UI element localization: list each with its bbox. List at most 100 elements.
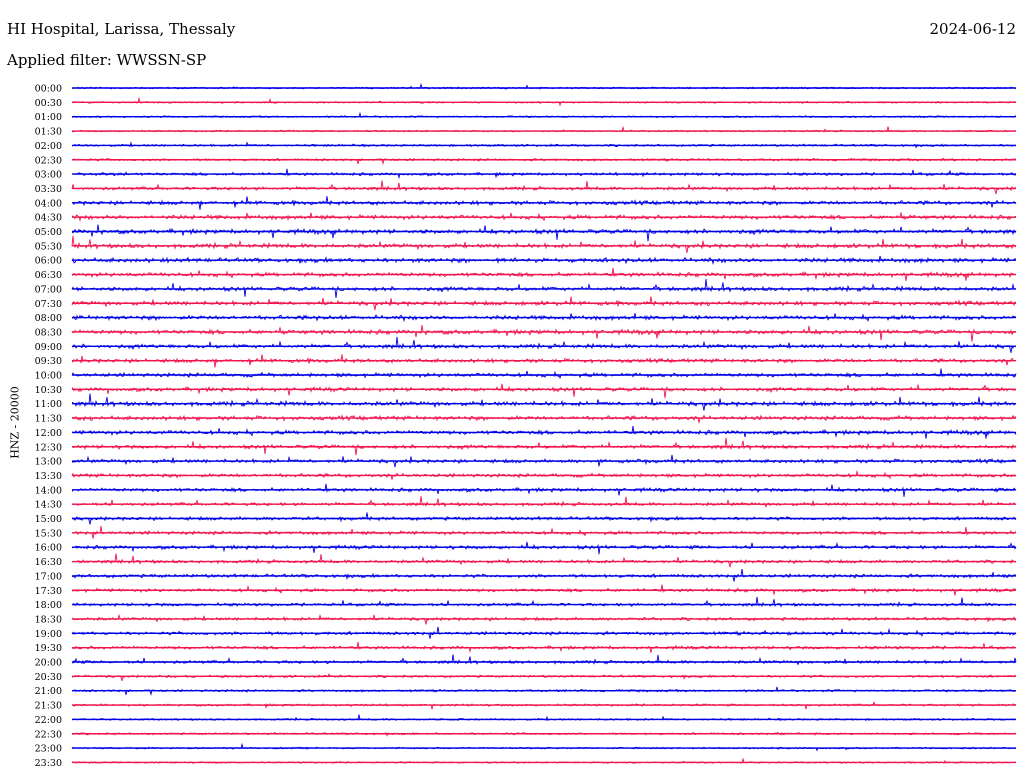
- seismic-trace: [71, 584, 1017, 596]
- time-tick-label: 15:30: [35, 528, 62, 539]
- record-date: 2024-06-12: [929, 20, 1016, 38]
- time-tick-label: 19:30: [35, 643, 62, 654]
- seismic-trace: [71, 654, 1017, 666]
- seismic-trace: [71, 168, 1017, 180]
- seismic-trace: [71, 157, 1016, 166]
- time-tick-label: 11:00: [35, 399, 62, 410]
- seismic-trace: [71, 336, 1017, 353]
- seismic-trace: [71, 757, 1017, 764]
- seismic-trace: [71, 354, 1016, 368]
- seismic-trace: [71, 393, 1017, 411]
- seismic-trace: [71, 125, 1017, 133]
- time-tick-label: 00:30: [35, 98, 62, 109]
- time-tick-label: 17:00: [35, 571, 62, 582]
- seismic-trace: [71, 141, 1017, 149]
- seismic-trace: [71, 553, 1017, 568]
- time-tick-label: 05:00: [35, 227, 62, 238]
- time-tick-label: 11:30: [35, 414, 62, 425]
- time-tick-label: 14:30: [35, 500, 62, 511]
- seismic-trace: [71, 279, 1017, 299]
- seismic-trace: [71, 235, 1017, 253]
- time-tick-label: 08:00: [35, 313, 62, 324]
- time-tick-label: 19:00: [35, 629, 62, 640]
- seismic-trace: [71, 569, 1017, 582]
- time-tick-label: 17:30: [35, 586, 62, 597]
- seismic-trace: [71, 255, 1017, 265]
- time-tick-label: 09:00: [35, 342, 62, 353]
- time-tick-label: 07:30: [35, 299, 62, 310]
- time-tick-label: 09:30: [35, 356, 62, 367]
- seismic-trace: [71, 224, 1017, 242]
- time-tick-label: 23:30: [35, 758, 62, 769]
- seismic-trace: [71, 454, 1017, 468]
- time-tick-label: 22:00: [35, 715, 62, 726]
- seismic-trace: [71, 267, 1017, 281]
- time-tick-label: 05:30: [35, 241, 62, 252]
- time-tick-label: 12:00: [35, 428, 62, 439]
- seismic-trace: [71, 469, 1017, 480]
- time-tick-label: 04:30: [35, 213, 62, 224]
- seismic-trace: [71, 368, 1017, 380]
- time-tick-label: 21:30: [35, 701, 62, 712]
- filter-label: Applied filter: WWSSN-SP: [7, 51, 207, 69]
- seismic-trace: [71, 742, 1017, 752]
- seismic-trace: [71, 701, 1017, 710]
- seismic-trace: [71, 196, 1017, 210]
- time-tick-label: 13:00: [35, 457, 62, 468]
- time-tick-label: 16:30: [35, 557, 62, 568]
- time-tick-label: 04:00: [35, 198, 62, 209]
- seismic-trace: [71, 613, 1017, 625]
- time-tick-label: 22:30: [35, 729, 62, 740]
- time-tick-label: 02:30: [35, 155, 62, 166]
- seismic-trace: [71, 496, 1017, 508]
- station-title: HI Hospital, Larissa, Thessaly: [7, 20, 236, 38]
- time-tick-label: 18:00: [35, 600, 62, 611]
- seismic-trace: [71, 714, 1017, 722]
- time-tick-label: 16:00: [35, 543, 62, 554]
- seismic-trace: [71, 325, 1017, 342]
- seismic-trace: [71, 180, 1017, 195]
- seismic-trace: [71, 526, 1017, 539]
- time-tick-label: 07:00: [35, 284, 62, 295]
- seismic-trace: [71, 626, 1017, 639]
- seismic-trace: [71, 383, 1017, 399]
- time-tick-label: 13:30: [35, 471, 62, 482]
- time-tick-label: 15:00: [35, 514, 62, 525]
- time-tick-label: 20:30: [35, 672, 62, 683]
- seismic-trace: [71, 414, 1017, 423]
- time-tick-label: 01:00: [35, 112, 62, 123]
- seismic-trace: [71, 211, 1016, 222]
- time-tick-label: 06:30: [35, 270, 62, 281]
- time-tick-label: 12:30: [35, 442, 62, 453]
- seismic-trace: [71, 96, 1016, 107]
- time-tick-label: 02:00: [35, 141, 62, 152]
- seismic-trace: [71, 82, 1017, 90]
- time-tick-label: 03:30: [35, 184, 62, 195]
- time-tick-label: 10:00: [35, 371, 62, 382]
- seismic-trace: [71, 596, 1017, 608]
- seismic-trace: [71, 483, 1017, 497]
- time-tick-label: 08:30: [35, 327, 62, 338]
- time-tick-label: 18:30: [35, 614, 62, 625]
- seismic-trace: [71, 437, 1017, 456]
- time-tick-label: 20:00: [35, 658, 62, 669]
- seismic-trace: [71, 686, 1017, 696]
- time-tick-label: 00:00: [35, 84, 62, 95]
- time-tick-label: 23:00: [35, 744, 62, 755]
- time-tick-label: 21:00: [35, 686, 62, 697]
- time-tick-label: 01:30: [35, 127, 62, 138]
- time-tick-label: 03:00: [35, 170, 62, 181]
- seismic-trace: [71, 111, 1017, 119]
- seismic-trace: [71, 641, 1017, 654]
- seismic-trace: [71, 296, 1017, 311]
- seismic-trace: [71, 541, 1017, 555]
- seismic-trace: [71, 313, 1017, 323]
- seismic-trace: [71, 672, 1017, 682]
- time-tick-label: 14:00: [35, 485, 62, 496]
- seismic-trace: [71, 731, 1017, 737]
- time-tick-label: 06:00: [35, 256, 62, 267]
- seismic-trace: [71, 425, 1017, 439]
- time-tick-label: 10:30: [35, 385, 62, 396]
- seismic-trace: [71, 512, 1017, 525]
